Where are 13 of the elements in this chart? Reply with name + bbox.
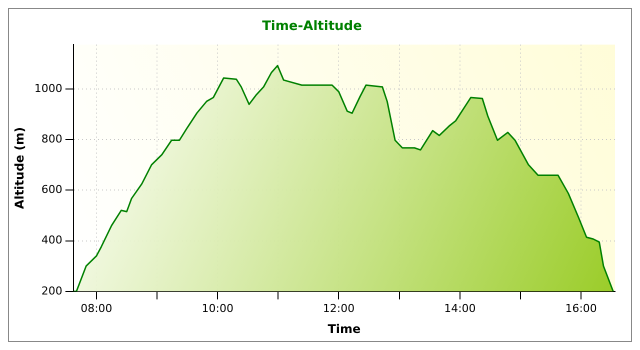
y-axis-title: Altitude (m): [12, 127, 26, 209]
x-tick-label: 08:00: [80, 302, 112, 315]
y-tick-label: 400: [41, 234, 62, 247]
y-tick-label: 200: [41, 284, 62, 298]
x-tick-label: 14:00: [444, 302, 476, 315]
x-axis-title: Time: [328, 322, 361, 336]
chart-title: Time-Altitude: [262, 19, 362, 34]
x-tick-label: 12:00: [322, 302, 355, 315]
y-tick-label: 1000: [34, 82, 62, 95]
x-tick-label: 10:00: [202, 302, 234, 315]
x-tick-label: 16:00: [565, 302, 597, 315]
y-tick-label: 600: [41, 183, 62, 196]
y-tick-label: 800: [41, 132, 62, 146]
